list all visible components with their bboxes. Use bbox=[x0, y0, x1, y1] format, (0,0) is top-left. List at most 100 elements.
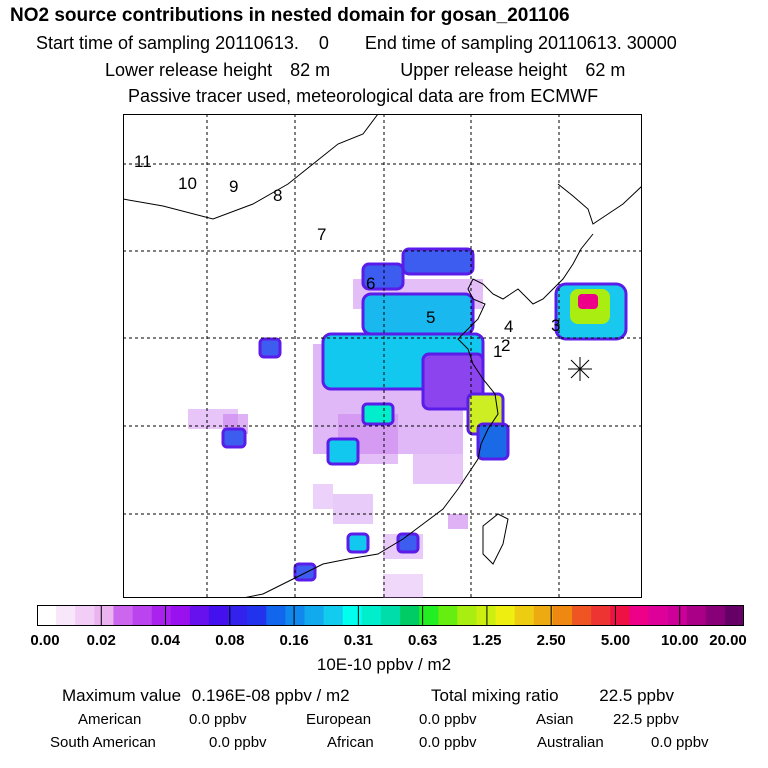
region-south-american-value: 0.0 ppbv bbox=[209, 734, 267, 751]
colorbar-cell bbox=[705, 605, 726, 626]
map-label-7: 7 bbox=[317, 225, 326, 244]
colorbar-cell bbox=[572, 605, 592, 626]
colorbar-cell bbox=[94, 605, 114, 626]
start-value: 20110613. 0 bbox=[215, 33, 329, 53]
colorbar-cell bbox=[495, 605, 516, 626]
upper-value: 62 m bbox=[585, 60, 626, 80]
colorbar-cell bbox=[56, 605, 76, 626]
colorbar-cell bbox=[380, 605, 401, 626]
start-label: Start time of sampling bbox=[36, 33, 211, 53]
korea-hotspot bbox=[554, 282, 628, 341]
colorbar-cell bbox=[667, 605, 687, 626]
map-label-11: 11 bbox=[134, 152, 152, 171]
end-value: 20110613. 30000 bbox=[538, 33, 677, 53]
total-value: 22.5 ppbv bbox=[599, 686, 674, 705]
region-australian-value: 0.0 ppbv bbox=[651, 734, 709, 751]
colorbar-tick-label: 1.25 bbox=[472, 632, 502, 649]
sampling-times: Start time of sampling 20110613. 0 End t… bbox=[36, 33, 677, 54]
colorbar-tick-label: 0.31 bbox=[343, 632, 373, 649]
max-value: 0.196E-08 ppbv / m2 bbox=[191, 686, 350, 705]
region-asian-name: Asian bbox=[536, 711, 574, 728]
colorbar-tick-label: 0.08 bbox=[215, 632, 245, 649]
colorbar-cell bbox=[323, 605, 344, 626]
colorbar-tick-label: 0.02 bbox=[86, 632, 116, 649]
contribution-map: 1 2 3 4 5 6 7 8 9 10 11 bbox=[123, 114, 642, 598]
colorbar-cell bbox=[342, 605, 363, 626]
map-label-2: 2 bbox=[501, 336, 510, 355]
colorbar-cell bbox=[514, 605, 535, 626]
colorbar-cell bbox=[285, 605, 305, 626]
max-value-row: Maximum value 0.196E-08 ppbv / m2 bbox=[62, 686, 350, 706]
map-label-9: 9 bbox=[229, 177, 238, 196]
colorbar-cell bbox=[591, 605, 611, 626]
colorbar-cell bbox=[610, 605, 630, 626]
plume-core bbox=[221, 247, 510, 582]
colorbar-cell bbox=[533, 605, 554, 626]
colorbar-cell bbox=[457, 605, 477, 626]
colorbar-cell bbox=[266, 605, 286, 626]
receptor-star bbox=[568, 357, 592, 381]
colorbar-tick-label: 20.00 bbox=[709, 632, 747, 649]
total-row: Total mixing ratio 22.5 ppbv bbox=[431, 686, 674, 706]
colorbar-cell bbox=[476, 605, 496, 626]
region-american-value: 0.0 ppbv bbox=[189, 711, 247, 728]
colorbar-cell bbox=[686, 605, 707, 626]
map-title: NO2 source contributions in nested domai… bbox=[10, 5, 570, 26]
colorbar-cell bbox=[419, 605, 439, 626]
colorbar-cell bbox=[113, 605, 133, 626]
colorbar-tick-label: 10.00 bbox=[660, 632, 699, 649]
colorbar-cell bbox=[189, 605, 210, 626]
region-asian-value: 22.5 ppbv bbox=[613, 711, 679, 728]
colorbar-cell bbox=[552, 605, 573, 626]
colorbar-cell bbox=[629, 605, 649, 626]
map-label-1: 1 bbox=[493, 342, 502, 361]
tracer-note: Passive tracer used, meteorological data… bbox=[128, 86, 599, 106]
colorbar-cell bbox=[648, 605, 668, 626]
colorbar-cell bbox=[304, 605, 324, 626]
max-label: Maximum value bbox=[62, 686, 182, 705]
release-heights: Lower release height 82 m Upper release … bbox=[105, 60, 625, 81]
colorbar-tick-label: 0.63 bbox=[408, 632, 438, 649]
colorbar-cell bbox=[170, 605, 191, 626]
region-south-american-name: South American bbox=[50, 734, 156, 751]
colorbar-cell bbox=[37, 605, 57, 626]
map-label-8: 8 bbox=[273, 186, 282, 205]
colorbar bbox=[37, 605, 744, 626]
map-label-10: 10 bbox=[178, 174, 197, 193]
upper-label: Upper release height bbox=[400, 60, 568, 80]
lower-value: 82 m bbox=[290, 60, 331, 80]
colorbar-cell bbox=[132, 605, 152, 626]
colorbar-tick-label: 5.00 bbox=[600, 632, 631, 649]
region-european-name: European bbox=[306, 711, 372, 728]
colorbar-cell bbox=[75, 605, 95, 626]
colorbar-tick-label: 0.04 bbox=[150, 632, 181, 649]
colorbar-cell bbox=[228, 605, 248, 626]
colorbar-tick-label: 0.16 bbox=[279, 632, 309, 649]
colorbar-cell bbox=[208, 605, 229, 626]
lower-label: Lower release height bbox=[105, 60, 273, 80]
map-label-4: 4 bbox=[504, 317, 513, 336]
region-african-value: 0.0 ppbv bbox=[419, 734, 477, 751]
colorbar-cell bbox=[438, 605, 458, 626]
region-australian-name: Australian bbox=[537, 734, 604, 751]
region-american-name: American bbox=[78, 711, 142, 728]
lat-lon-grid bbox=[123, 114, 642, 598]
region-african-name: African bbox=[327, 734, 374, 751]
colorbar-units: 10E-10 ppbv / m2 bbox=[316, 655, 452, 674]
colorbar-cell bbox=[247, 605, 267, 626]
colorbar-cell bbox=[361, 605, 382, 626]
colorbar-cell bbox=[400, 605, 420, 626]
map-label-3: 3 bbox=[551, 316, 560, 335]
region-european-value: 0.0 ppbv bbox=[419, 711, 477, 728]
colorbar-tick-label: 0.00 bbox=[30, 632, 60, 649]
map-label-6: 6 bbox=[366, 274, 375, 293]
colorbar-border bbox=[37, 605, 744, 626]
colorbar-tick-label: 2.50 bbox=[536, 632, 566, 649]
colorbar-cell bbox=[151, 605, 172, 626]
age-class-labels: 1 2 3 4 5 6 7 8 9 10 11 bbox=[134, 152, 560, 361]
end-label: End time of sampling bbox=[364, 33, 533, 53]
coastline bbox=[123, 114, 642, 598]
total-label: Total mixing ratio bbox=[431, 686, 559, 705]
map-label-5: 5 bbox=[426, 308, 435, 327]
colorbar-cell bbox=[724, 605, 744, 626]
